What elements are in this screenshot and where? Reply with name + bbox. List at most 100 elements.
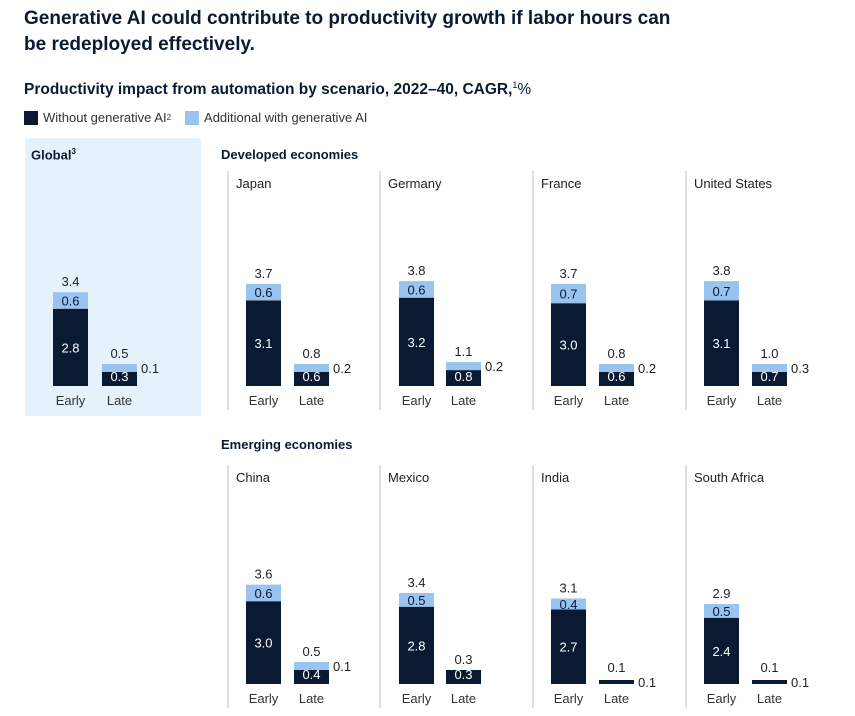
subtitle-text: Productivity impact from automation by s… <box>24 81 513 99</box>
japan-late-total-label: 0.8 <box>302 346 320 361</box>
china-late-base-bar <box>294 670 329 684</box>
united-states-early-additional-label: 0.7 <box>712 284 730 299</box>
japan-early-additional-bar <box>246 283 281 301</box>
japan-early-additional-label: 0.6 <box>254 285 272 300</box>
china-late-category-label: Late <box>299 691 324 706</box>
mexico-late-base-label: 0.3 <box>454 667 472 682</box>
germany-country-label: Germany <box>388 176 442 191</box>
south-africa-late-base-bar <box>752 680 787 684</box>
global-early-category-label: Early <box>56 393 86 408</box>
developed-economies-label: Developed economies <box>221 147 359 162</box>
india-late-base-bar <box>599 680 634 684</box>
japan-early-category-label: Early <box>249 393 279 408</box>
france-early-base-bar <box>551 303 586 386</box>
south-africa-late-total-label: 0.1 <box>760 660 778 675</box>
india-early-additional-bar <box>551 598 586 610</box>
germany-early-category-label: Early <box>402 393 432 408</box>
france-early-additional-bar <box>551 283 586 304</box>
india-early-base-label: 2.7 <box>559 640 577 655</box>
germany-late-category-label: Late <box>451 393 476 408</box>
china-early-category-label: Early <box>249 691 279 706</box>
germany-late-base-label: 0.8 <box>454 369 472 384</box>
china-early-base-label: 3.0 <box>254 636 272 651</box>
united-states-early-category-label: Early <box>707 393 737 408</box>
germany-early-base-bar <box>399 297 434 386</box>
india-late-total-label: 0.1 <box>607 660 625 675</box>
mexico-late-category-label: Late <box>451 691 476 706</box>
japan-late-category-label: Late <box>299 393 324 408</box>
south-africa-late-side-label: 0.1 <box>791 675 809 690</box>
global-label: Global3 <box>31 147 76 162</box>
south-africa-early-additional-label: 0.5 <box>712 604 730 619</box>
united-states-late-total-label: 1.0 <box>760 346 778 361</box>
legend-label-additional: Additional with generative AI <box>204 110 368 125</box>
emerging-economies-label: Emerging economies <box>221 437 353 452</box>
legend-footnote-without: 2 <box>166 113 172 122</box>
india-early-base-bar <box>551 609 586 684</box>
france-late-additional-label: 0.2 <box>638 361 656 376</box>
china-early-base-bar <box>246 601 281 684</box>
germany-early-additional-bar <box>399 281 434 298</box>
india-early-total-label: 3.1 <box>559 580 577 595</box>
united-states-late-base-label: 0.7 <box>760 369 778 384</box>
global-late-base-label: 0.3 <box>110 369 128 384</box>
global-late-total-label: 0.5 <box>110 346 128 361</box>
mexico-early-additional-label: 0.5 <box>407 593 425 608</box>
france-early-base-label: 3.0 <box>559 338 577 353</box>
china-late-additional-label: 0.1 <box>333 659 351 674</box>
global-footnote: 3 <box>71 147 76 156</box>
south-africa-early-additional-bar <box>704 603 739 618</box>
south-africa-early-total-label: 2.9 <box>712 586 730 601</box>
title-line-2: be redeployed effectively. <box>24 34 255 55</box>
germany-early-total-label: 3.8 <box>407 263 425 278</box>
chart-title: Generative AI could contribute to produc… <box>24 6 784 58</box>
germany-late-additional-label: 0.2 <box>485 359 503 374</box>
legend-swatch-without <box>24 110 38 125</box>
france-early-category-label: Early <box>554 393 584 408</box>
japan-late-additional-label: 0.2 <box>333 361 351 376</box>
south-africa-early-base-label: 2.4 <box>712 644 730 659</box>
china-country-label: China <box>236 470 271 485</box>
germany-early-base-label: 3.2 <box>407 335 425 350</box>
germany-late-additional-bar <box>446 362 481 371</box>
india-country-label: India <box>541 470 570 485</box>
japan-late-base-bar <box>294 372 329 386</box>
france-late-base-bar <box>599 372 634 386</box>
japan-early-total-label: 3.7 <box>254 266 272 281</box>
mexico-late-base-bar <box>446 670 481 684</box>
mexico-early-category-label: Early <box>402 691 432 706</box>
mexico-early-additional-bar <box>399 592 434 607</box>
global-early-base-label: 2.8 <box>61 340 79 355</box>
legend-swatch-additional <box>185 110 200 125</box>
india-early-category-label: Early <box>554 691 584 706</box>
title-line-1: Generative AI could contribute to produc… <box>24 8 671 29</box>
china-late-base-label: 0.4 <box>302 667 320 682</box>
china-early-additional-label: 0.6 <box>254 586 272 601</box>
germany-late-total-label: 1.1 <box>454 344 472 359</box>
united-states-early-base-label: 3.1 <box>712 336 730 351</box>
france-late-additional-bar <box>599 364 634 372</box>
global-early-additional-label: 0.6 <box>61 293 79 308</box>
india-late-category-label: Late <box>604 691 629 706</box>
united-states-early-total-label: 3.8 <box>712 263 730 278</box>
chart-subtitle: Productivity impact from automation by s… <box>24 80 531 99</box>
global-late-category-label: Late <box>107 393 132 408</box>
mexico-early-base-bar <box>399 606 434 684</box>
mexico-early-total-label: 3.4 <box>407 575 425 590</box>
china-late-additional-bar <box>294 662 329 670</box>
south-africa-country-label: South Africa <box>694 470 765 485</box>
china-early-total-label: 3.6 <box>254 567 272 582</box>
france-late-category-label: Late <box>604 393 629 408</box>
germany-early-additional-label: 0.6 <box>407 282 425 297</box>
legend-item-without: Without generative AI 2 <box>24 110 171 125</box>
germany-late-base-bar <box>446 370 481 386</box>
france-country-label: France <box>541 176 581 191</box>
france-late-base-label: 0.6 <box>607 369 625 384</box>
united-states-late-category-label: Late <box>757 393 782 408</box>
united-states-early-additional-bar <box>704 281 739 301</box>
mexico-late-total-label: 0.3 <box>454 652 472 667</box>
global-late-additional-bar <box>102 364 137 372</box>
japan-early-base-label: 3.1 <box>254 336 272 351</box>
global-late-base-bar <box>102 372 137 386</box>
